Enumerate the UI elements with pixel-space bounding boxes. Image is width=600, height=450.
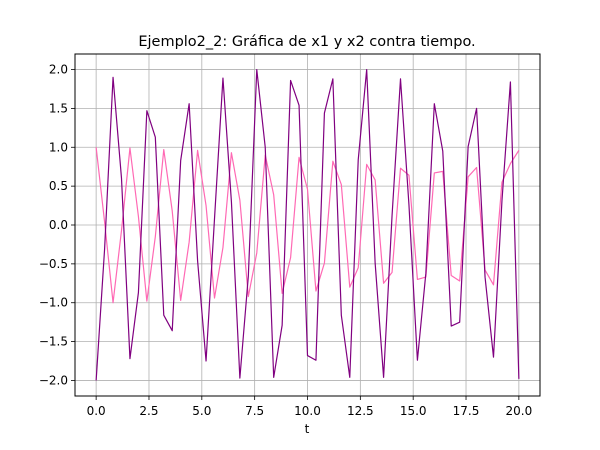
y-tick-label: −0.5: [39, 257, 68, 271]
x-axis-label: t: [305, 422, 310, 436]
x-tick-label: 17.5: [453, 404, 480, 418]
y-axis-ticks: −2.0 −1.5 −1.0 −0.5 0.0 0.5 1.0 1.5 2.0: [39, 63, 75, 387]
x-tick-label: 7.5: [245, 404, 264, 418]
y-tick-label: −1.0: [39, 296, 68, 310]
x-tick-label: 0.0: [87, 404, 106, 418]
series-lines: [95, 68, 520, 381]
series-line-1: [95, 147, 520, 304]
x-tick-label: 5.0: [192, 404, 211, 418]
chart-title: Ejemplo2_2: Gráfica de x1 y x2 contra ti…: [138, 34, 475, 50]
x-axis-ticks: 0.0 2.5 5.0 7.5 10.0 12.5 15.0 17.5 20.0: [87, 396, 533, 418]
x-tick-label: 15.0: [400, 404, 427, 418]
x-tick-label: 12.5: [347, 404, 374, 418]
y-tick-label: −2.0: [39, 373, 68, 387]
y-tick-label: 0.5: [49, 179, 68, 193]
x-tick-label: 10.0: [294, 404, 321, 418]
x-tick-label: 2.5: [139, 404, 158, 418]
y-tick-label: 0.0: [49, 218, 68, 232]
y-tick-label: 1.0: [49, 140, 68, 154]
y-tick-label: 2.0: [49, 63, 68, 77]
x-tick-label: 20.0: [506, 404, 533, 418]
y-tick-label: −1.5: [39, 335, 68, 349]
series-line-2: [95, 68, 520, 381]
y-tick-label: 1.5: [49, 101, 68, 115]
